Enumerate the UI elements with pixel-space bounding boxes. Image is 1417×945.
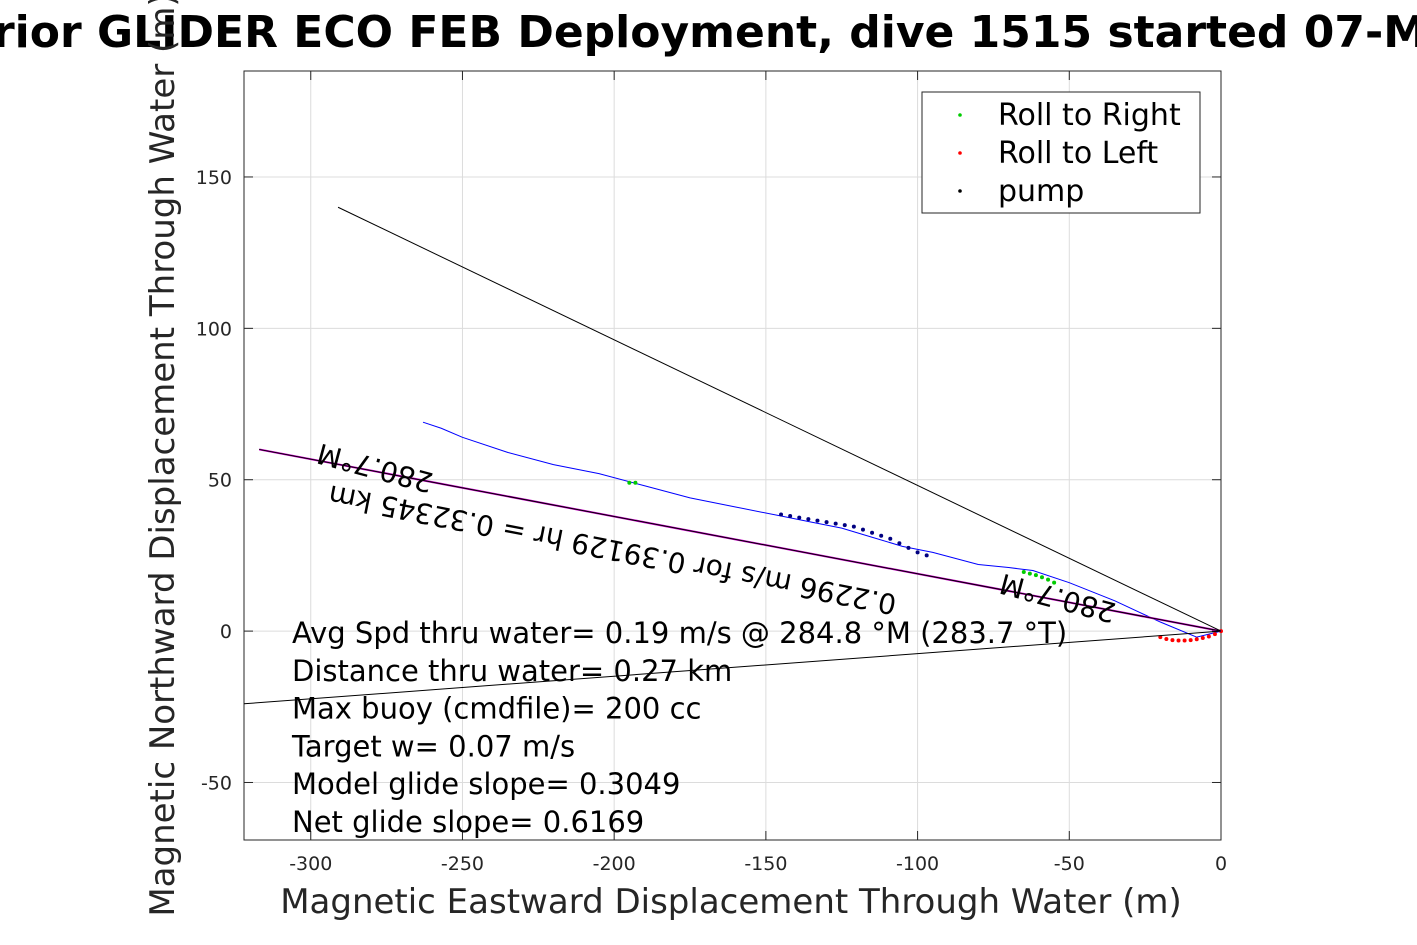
legend-marker-pump — [958, 189, 962, 193]
series-green-dots — [627, 480, 1057, 585]
legend-marker-roll-right — [958, 113, 962, 117]
series-black-line — [337, 206, 1222, 632]
data-point — [879, 533, 884, 538]
data-point — [788, 514, 793, 519]
data-point — [633, 480, 638, 485]
direction-label: 0.2296 m/s for 0.39129 hr = 0.32345 km — [326, 478, 900, 621]
data-point — [833, 521, 838, 526]
data-point — [897, 541, 902, 546]
x-tick-label: -300 — [289, 853, 332, 875]
series-pump-dots — [779, 512, 929, 558]
y-tick-label: 50 — [208, 470, 232, 492]
series-red-dots — [1158, 629, 1223, 643]
data-point — [779, 512, 784, 517]
x-tick-label: -100 — [896, 853, 939, 875]
data-point — [1027, 571, 1032, 576]
data-point — [1182, 638, 1187, 643]
y-tick-label: -50 — [201, 772, 232, 794]
annotation-line: Avg Spd thru water= 0.19 m/s @ 284.8 °M … — [292, 616, 1067, 650]
y-tick-label: 0 — [220, 621, 232, 643]
y-axis-label: Magnetic Northward Displacement Through … — [143, 0, 183, 917]
data-point — [870, 530, 875, 535]
data-point — [1164, 636, 1169, 641]
annotation-line: Target w= 0.07 m/s — [291, 729, 575, 763]
annotations: Avg Spd thru water= 0.19 m/s @ 284.8 °M … — [291, 616, 1067, 839]
data-point — [924, 553, 929, 558]
x-tick-label: 0 — [1215, 853, 1227, 875]
annotation-line: Max buoy (cmdfile)= 200 cc — [292, 692, 701, 726]
data-point — [915, 550, 920, 555]
data-point — [1033, 573, 1038, 578]
data-point — [1170, 638, 1175, 643]
chart-title: SG687 Lake Superior GLIDER ECO FEB Deplo… — [0, 7, 1417, 58]
x-tick-label: -250 — [441, 853, 484, 875]
y-tick-label: 100 — [196, 318, 232, 340]
data-point — [627, 480, 632, 485]
ticks: -300 -250 -200 -150 -100 -50 0 -50 0 50 100 150 — [196, 71, 1227, 875]
data-point — [1046, 577, 1051, 582]
data-point — [888, 536, 893, 541]
data-point — [1176, 638, 1181, 643]
x-tick-label: -150 — [744, 853, 787, 875]
legend-box — [921, 91, 1201, 214]
data-point — [1021, 570, 1026, 575]
data-point — [851, 524, 856, 529]
data-point — [842, 523, 847, 528]
series-layer — [243, 206, 1223, 705]
data-point — [1200, 636, 1205, 641]
data-point — [1212, 632, 1217, 637]
x-tick-label: -50 — [1054, 853, 1085, 875]
y-tick-label: 150 — [196, 167, 232, 189]
series-black-line — [243, 630, 1222, 705]
series-blue-line — [422, 421, 1222, 638]
annotation-line: Model glide slope= 0.3049 — [292, 767, 680, 801]
data-point — [806, 517, 811, 522]
legend-label-roll-left: Roll to Left — [998, 136, 1158, 171]
series-black-line — [259, 448, 1222, 632]
data-point — [1052, 580, 1057, 585]
x-axis-label: Magnetic Eastward Displacement Through W… — [280, 882, 1182, 922]
annotation-line: Net glide slope= 0.6169 — [292, 805, 644, 839]
data-point — [1039, 575, 1044, 580]
data-point — [906, 545, 911, 550]
legend-marker-roll-left — [958, 151, 962, 155]
plot-frame — [243, 70, 1222, 841]
data-point — [824, 520, 829, 525]
data-point — [860, 527, 865, 532]
data-point — [815, 518, 820, 523]
data-point — [1194, 637, 1199, 642]
data-point — [797, 515, 802, 520]
data-point — [1188, 638, 1193, 643]
x-tick-label: -200 — [593, 853, 636, 875]
legend: Roll to Right Roll to Left pump — [921, 91, 1201, 214]
legend-label-roll-right: Roll to Right — [998, 98, 1181, 133]
data-point — [1206, 634, 1211, 639]
annotation-line: Distance thru water= 0.27 km — [292, 654, 732, 688]
legend-label-pump: pump — [998, 174, 1084, 209]
